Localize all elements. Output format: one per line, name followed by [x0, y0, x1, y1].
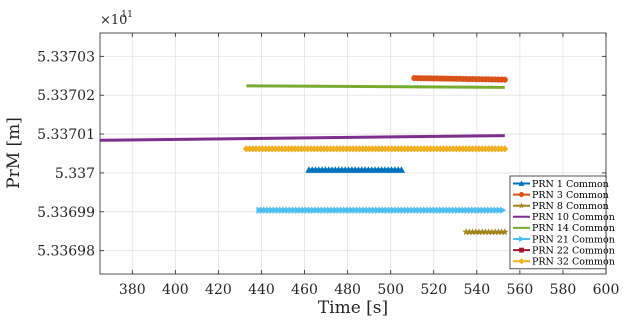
- series-point: [481, 228, 490, 236]
- legend-label: PRN 3 Common: [532, 190, 609, 201]
- y-tick-label: 5.33699: [37, 205, 95, 221]
- y-tick-label: 5.33703: [37, 49, 95, 65]
- legend-item: PRN 32 Common: [513, 257, 615, 268]
- series-prn-32-common: [242, 145, 509, 153]
- series-point: [478, 228, 486, 236]
- x-tick-label: 540: [463, 282, 490, 298]
- series-prn-1-common: [305, 166, 406, 173]
- legend-marker: [518, 180, 525, 186]
- y-exponent-base: ×10: [100, 13, 127, 28]
- legend-label: PRN 1 Common: [532, 179, 609, 190]
- x-tick-label: 600: [593, 282, 620, 298]
- legend-label: PRN 8 Common: [532, 201, 609, 212]
- legend-item: PRN 3 Common: [513, 190, 609, 201]
- series-point: [501, 228, 509, 236]
- x-tick-label: 460: [291, 282, 318, 298]
- series-point: [501, 145, 509, 153]
- series-point: [475, 228, 483, 236]
- legend-marker: [518, 202, 525, 209]
- series-prn-8-common: [462, 228, 509, 236]
- y-exponent-power: 11: [121, 9, 133, 20]
- series-prn-10-common: [99, 134, 505, 142]
- y-axis-title: PrM [m]: [4, 117, 24, 189]
- series-prn-3-common: [411, 75, 508, 83]
- series-point: [491, 228, 499, 236]
- legend-label: PRN 21 Common: [532, 234, 615, 245]
- x-tick-label: 520: [420, 282, 447, 298]
- x-tick-label: 380: [119, 282, 146, 298]
- series-point: [471, 228, 480, 236]
- x-tick-label: 560: [507, 282, 534, 298]
- y-tick-label: 5.33702: [37, 88, 95, 104]
- plot-frame: [99, 32, 607, 275]
- x-tick-label: 500: [377, 282, 404, 298]
- series-line: [246, 84, 505, 89]
- series-point: [484, 228, 493, 236]
- legend-label: PRN 14 Common: [532, 223, 615, 234]
- legend-item: PRN 21 Common: [513, 234, 615, 245]
- series-point: [488, 228, 496, 236]
- legend-item: PRN 1 Common: [513, 179, 609, 190]
- series-point: [468, 228, 477, 236]
- legend-marker: [518, 258, 525, 265]
- series-point: [497, 228, 506, 236]
- x-tick-label: 480: [334, 282, 361, 298]
- x-tick-label: 580: [550, 282, 577, 298]
- series-point: [397, 166, 406, 173]
- legend-item: PRN 22 Common: [513, 245, 615, 256]
- legend-marker: [519, 236, 525, 242]
- legend-item: PRN 14 Common: [513, 223, 615, 234]
- x-tick-label: 400: [162, 282, 189, 298]
- series-line: [99, 134, 505, 142]
- series-point: [499, 206, 507, 214]
- legend-item: PRN 10 Common: [513, 212, 615, 223]
- x-tick-label: 420: [205, 282, 232, 298]
- legend-box: [509, 175, 607, 270]
- y-tick-label: 5.33701: [37, 127, 95, 143]
- series-prn-14-common: [246, 84, 505, 89]
- series-layer: [99, 75, 509, 236]
- legend-item: PRN 8 Common: [513, 201, 609, 212]
- x-tick-label: 440: [248, 282, 275, 298]
- series-point: [501, 76, 508, 83]
- legend-label: PRN 32 Common: [532, 257, 615, 268]
- series-point: [462, 228, 470, 236]
- series-point: [494, 228, 503, 236]
- y-tick-label: 5.337: [55, 166, 95, 182]
- legend-marker: [518, 192, 525, 198]
- legend-label: PRN 22 Common: [532, 245, 615, 256]
- tick-layer: 380 400 420 440 460 480 500 520 540 560 580 600 5.33…: [37, 33, 619, 298]
- legend-label: PRN 10 Common: [532, 212, 615, 223]
- y-tick-label: 5.33698: [37, 244, 95, 260]
- series-prn-21-common: [256, 206, 507, 214]
- x-axis-title: Time [s]: [318, 298, 388, 318]
- series-point: [465, 228, 474, 236]
- legend-marker: [519, 247, 524, 253]
